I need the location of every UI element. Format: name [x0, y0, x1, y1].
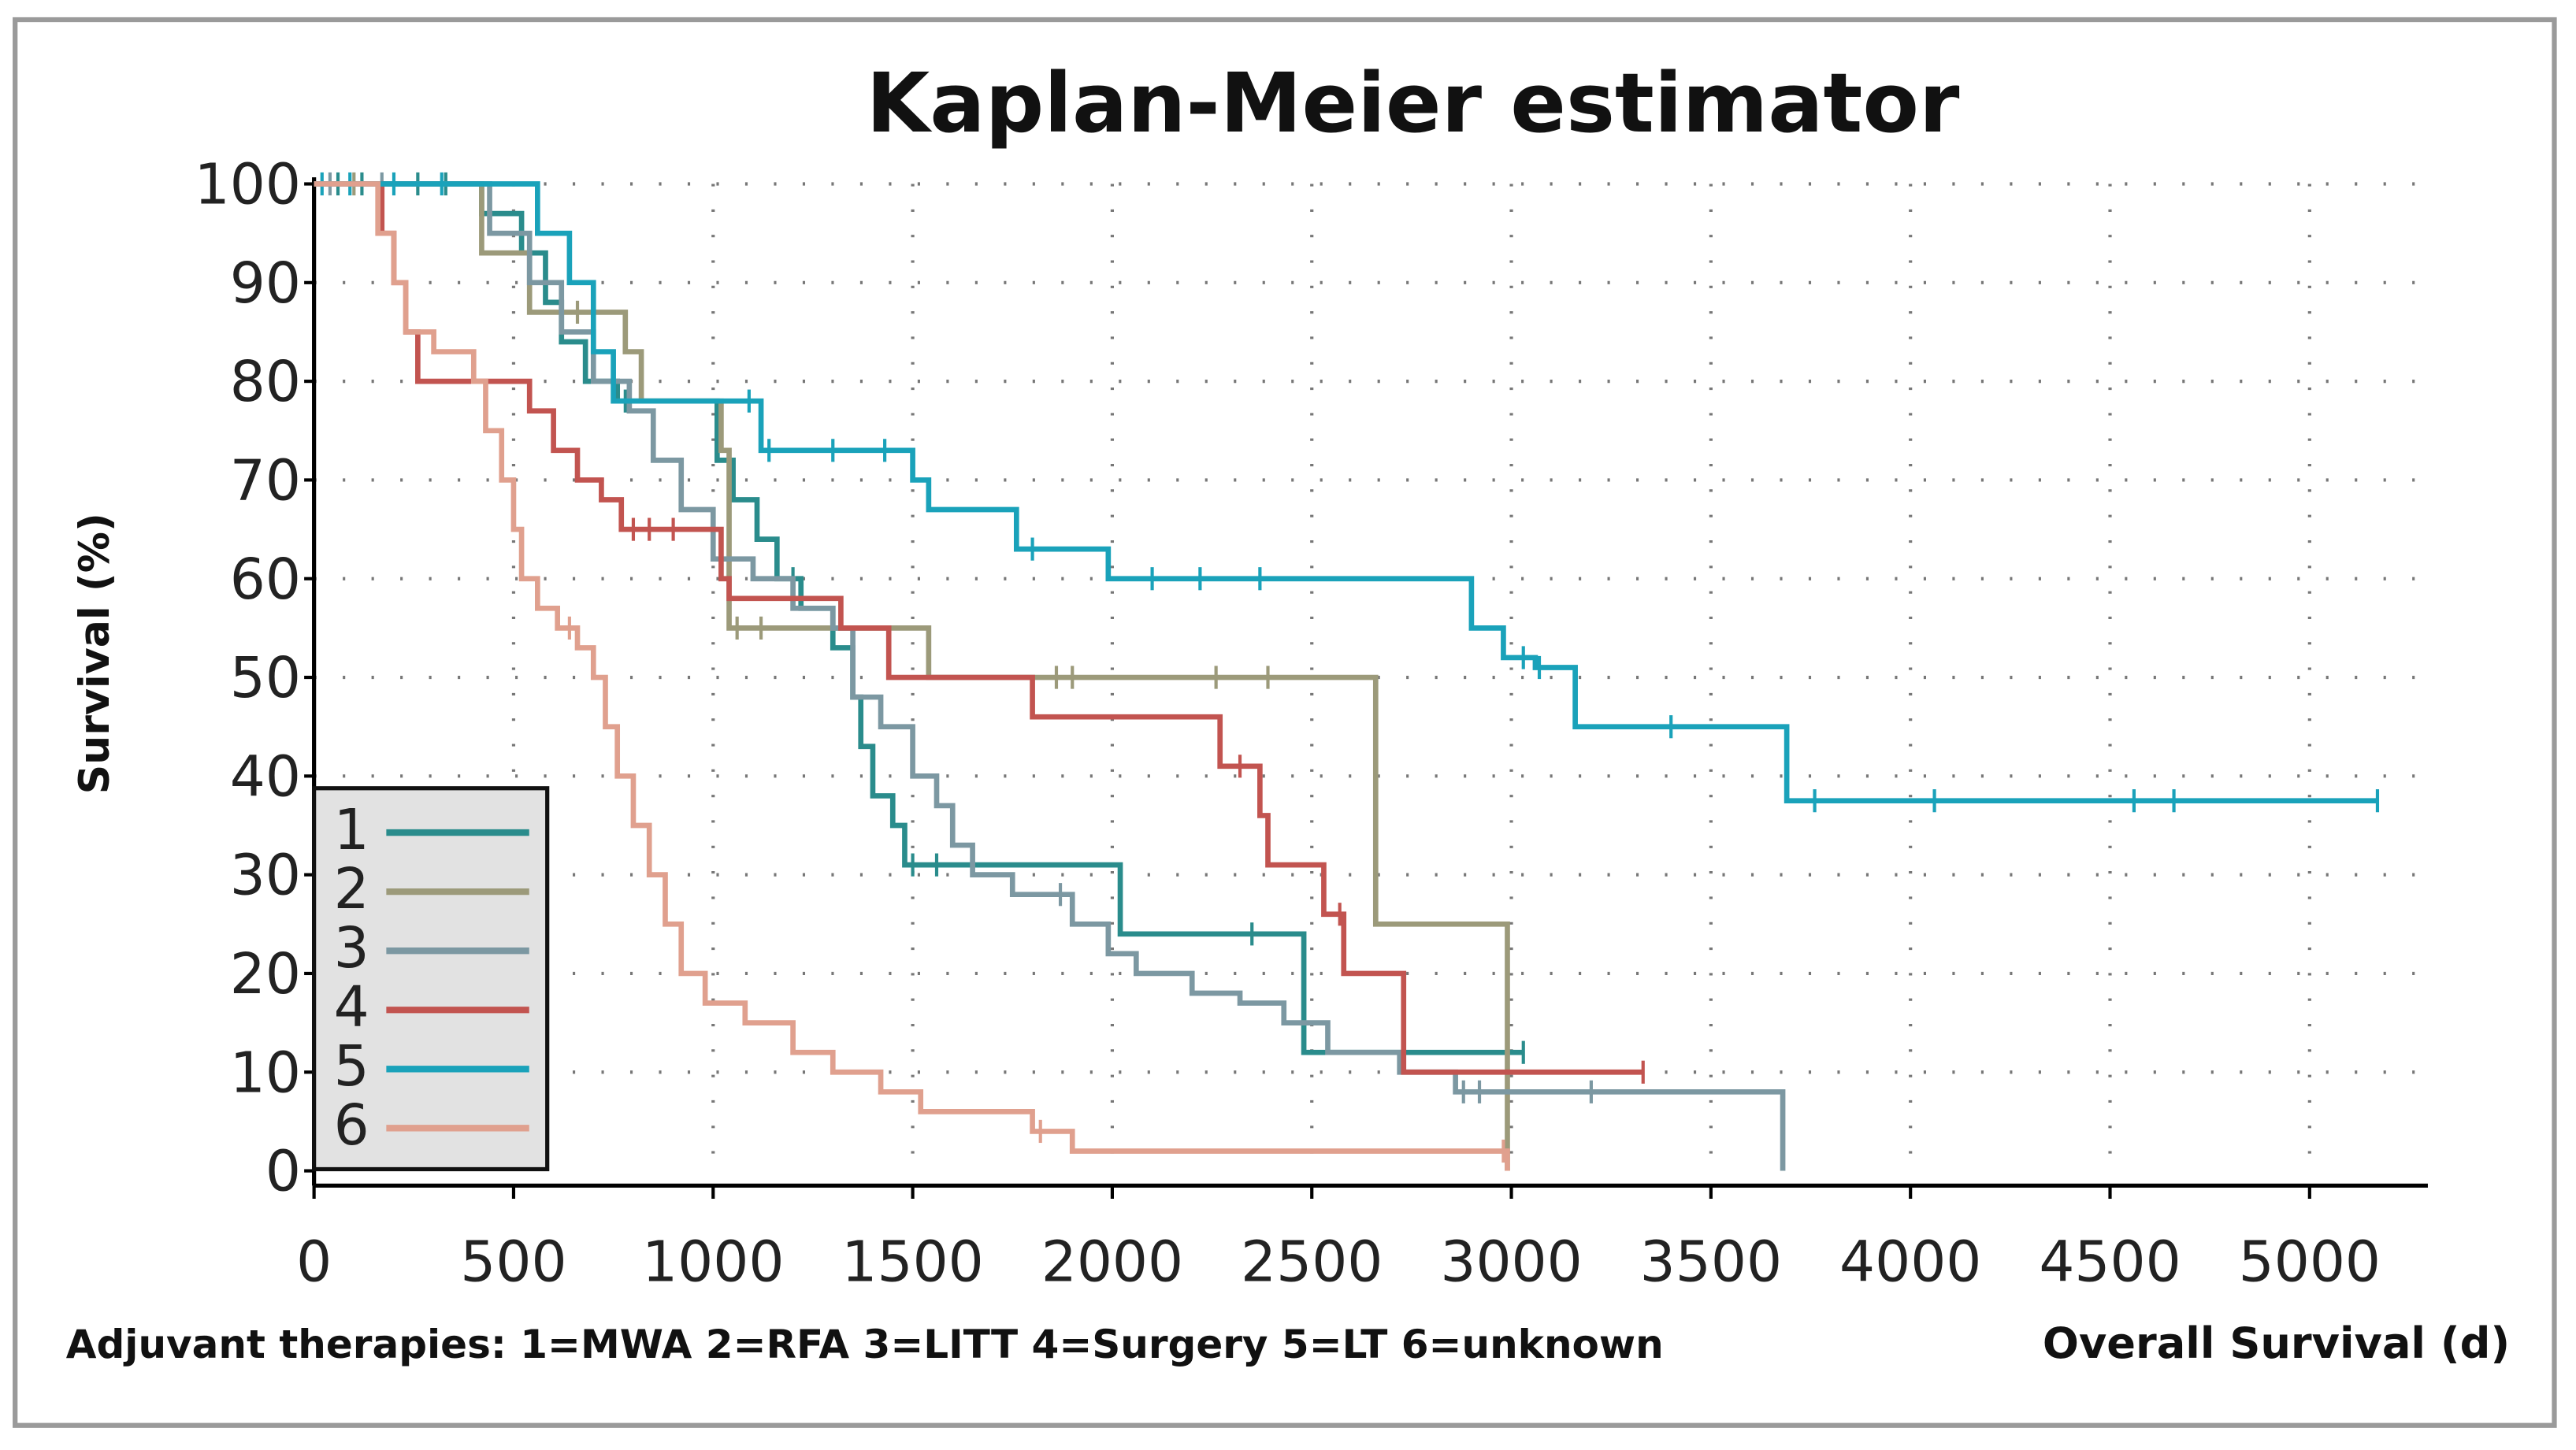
- y-tick-label: 50: [230, 645, 301, 710]
- x-tick-label: 1000: [642, 1229, 784, 1294]
- legend-label-4: 4: [334, 974, 369, 1040]
- image-border: [13, 17, 2557, 1428]
- x-tick-label: 4000: [1839, 1229, 1981, 1294]
- legend-label-6: 6: [334, 1092, 369, 1158]
- y-tick-label: 70: [230, 447, 301, 513]
- footnote-therapies: Adjuvant therapies: 1=MWA 2=RFA 3=LITT 4…: [66, 1322, 1664, 1367]
- y-tick-label: 10: [230, 1040, 301, 1105]
- x-tick-label: 2500: [1241, 1229, 1383, 1294]
- legend-label-2: 2: [334, 856, 369, 922]
- x-tick-label: 0: [296, 1229, 332, 1294]
- curve-group-6: [314, 181, 1510, 1171]
- x-tick-label: 500: [460, 1229, 566, 1294]
- survival-curve-1: [314, 181, 1524, 1055]
- x-tick-label: 5000: [2239, 1229, 2381, 1294]
- y-axis-label: Survival (%): [72, 513, 119, 794]
- x-axis-label: Overall Survival (d): [2043, 1318, 2510, 1368]
- y-tick-label: 30: [230, 843, 301, 908]
- y-tick-label: 40: [230, 744, 301, 809]
- y-tick-label: 80: [230, 349, 301, 414]
- y-tick-label: 100: [195, 152, 301, 217]
- curve-group-5: [314, 172, 2380, 813]
- legend-box: [312, 786, 550, 1172]
- legend-label-3: 3: [334, 915, 369, 981]
- y-tick-label: 60: [230, 547, 301, 612]
- survival-curves: [314, 172, 2380, 1171]
- y-tick-label: 0: [265, 1139, 301, 1204]
- legend-label-1: 1: [334, 797, 369, 862]
- y-tick-label: 20: [230, 941, 301, 1007]
- legend-label-5: 5: [334, 1033, 369, 1099]
- x-tick-label: 3500: [1640, 1229, 1782, 1294]
- x-tick-label: 3000: [1440, 1229, 1582, 1294]
- chart-title: Kaplan-Meier estimator: [867, 55, 1960, 151]
- survival-curve-3: [314, 181, 1786, 1171]
- y-tick-label: 90: [230, 250, 301, 316]
- x-tick-label: 1500: [841, 1229, 983, 1294]
- survival-curve-5: [314, 181, 2377, 804]
- x-tick-label: 2000: [1041, 1229, 1183, 1294]
- x-tick-label: 4500: [2039, 1229, 2181, 1294]
- survival-curve-6: [314, 181, 1510, 1171]
